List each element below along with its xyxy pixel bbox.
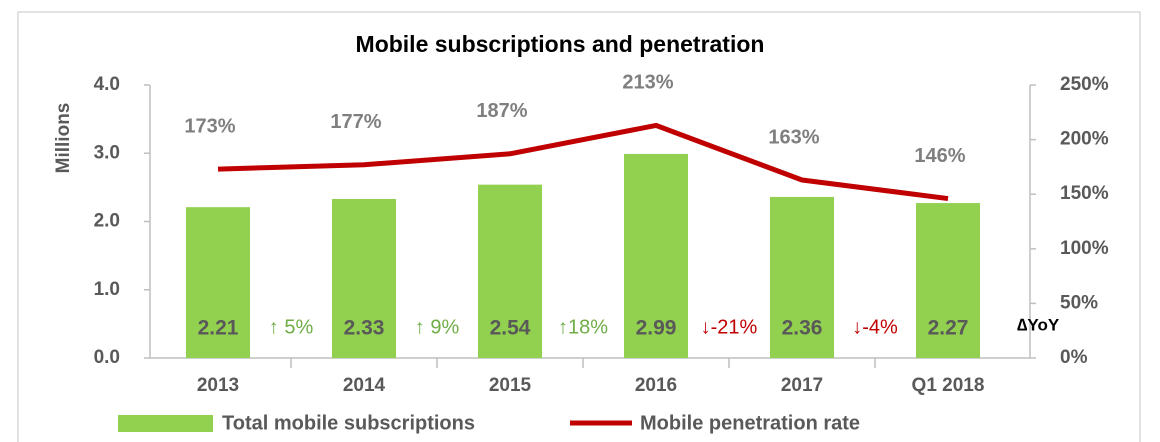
bar-value-label: 2.36 <box>782 317 823 340</box>
bar <box>916 203 980 358</box>
bar <box>332 198 396 358</box>
line-value-label: 187% <box>476 100 527 122</box>
line-value-label: 146% <box>914 145 965 167</box>
bar-value-label: 2.99 <box>636 317 677 340</box>
yoy-annotation: ↑ 9% <box>415 316 460 338</box>
bar <box>186 207 250 358</box>
line <box>217 122 949 202</box>
y2-tick-label: 200% <box>1060 129 1109 150</box>
yoy-annotation: ↓-21% <box>701 316 758 338</box>
bar <box>770 196 834 358</box>
bar-value-label: 2.21 <box>198 317 239 340</box>
x-tick-label: 2014 <box>343 375 386 396</box>
x-tick-label: Q1 2018 <box>912 375 985 396</box>
line-value-label: 163% <box>768 126 819 148</box>
y2-tick-label: 150% <box>1060 183 1109 204</box>
y-tick-label: 0.0 <box>94 347 120 368</box>
legend-swatch <box>118 415 213 432</box>
y2-tick-label: 100% <box>1060 238 1109 259</box>
y2-tick-label: 250% <box>1060 74 1109 95</box>
legend-label: Mobile penetration rate <box>640 412 860 434</box>
x-tick-label: 2017 <box>781 375 823 396</box>
y-tick-label: 3.0 <box>94 142 120 163</box>
yoy-annotation: ↓-4% <box>852 316 898 338</box>
line-value-label: 173% <box>184 115 235 137</box>
bar-value-label: 2.54 <box>490 317 531 340</box>
y2-tick-label: 50% <box>1060 292 1098 313</box>
yoy-annotation: ↑ 5% <box>269 316 314 338</box>
y-tick-label: 1.0 <box>94 279 120 300</box>
bar-value-label: 2.27 <box>928 317 969 340</box>
bar <box>624 153 688 358</box>
y-tick-label: 4.0 <box>94 74 120 95</box>
y-axis-label: Millions <box>53 103 74 174</box>
y2-tick-label: 0% <box>1060 347 1088 368</box>
bar-value-label: 2.33 <box>344 317 385 340</box>
yoy-annotation: ↑18% <box>558 316 608 338</box>
x-tick-label: 2015 <box>489 375 532 396</box>
legend-label: Total mobile subscriptions <box>222 412 475 434</box>
yoy-label: ∆YoY <box>1017 315 1060 334</box>
x-tick-label: 2016 <box>635 375 677 396</box>
line-value-label: 177% <box>330 111 381 133</box>
y-tick-label: 2.0 <box>94 211 120 232</box>
x-tick-label: 2013 <box>197 375 239 396</box>
bar <box>478 184 542 358</box>
chart-title: Mobile subscriptions and penetration <box>356 31 765 57</box>
line-value-label: 213% <box>622 72 673 94</box>
